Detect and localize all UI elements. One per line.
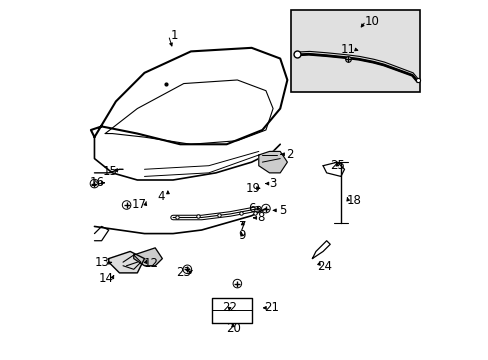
Text: 11: 11 (340, 43, 355, 56)
Text: 20: 20 (225, 322, 240, 335)
Text: 13: 13 (95, 256, 109, 269)
Text: 21: 21 (263, 301, 278, 314)
Text: 4: 4 (158, 190, 165, 203)
Text: 6: 6 (247, 202, 255, 215)
Text: 5: 5 (279, 204, 286, 217)
Text: 24: 24 (317, 260, 332, 273)
Text: 17: 17 (131, 198, 146, 211)
Text: 19: 19 (244, 182, 260, 195)
Text: 15: 15 (103, 165, 118, 177)
Text: 25: 25 (329, 159, 344, 172)
Text: 12: 12 (144, 257, 159, 270)
Text: 9: 9 (238, 229, 245, 242)
Text: 14: 14 (98, 272, 113, 285)
Text: 7: 7 (239, 220, 246, 233)
Polygon shape (134, 248, 162, 266)
Polygon shape (108, 251, 144, 273)
Text: 16: 16 (90, 176, 104, 189)
Text: 22: 22 (222, 301, 237, 314)
FancyBboxPatch shape (290, 10, 419, 93)
Text: 18: 18 (346, 194, 361, 207)
Polygon shape (258, 152, 287, 173)
Text: 23: 23 (176, 266, 191, 279)
Text: 2: 2 (286, 148, 293, 161)
Text: 1: 1 (171, 29, 178, 42)
Text: 10: 10 (364, 14, 379, 27)
Text: 3: 3 (269, 177, 276, 190)
Text: 8: 8 (256, 211, 264, 224)
